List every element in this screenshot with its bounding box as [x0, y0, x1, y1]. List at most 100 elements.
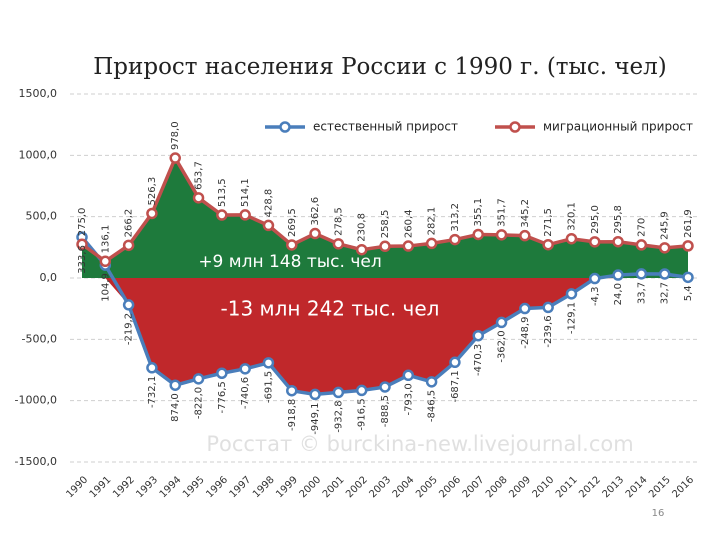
- data-label: 653,7: [194, 161, 205, 190]
- point: [309, 388, 321, 401]
- point: [449, 356, 461, 369]
- data-label: 978,0: [170, 121, 181, 150]
- point: [402, 240, 415, 252]
- data-label: 513,5: [217, 178, 228, 207]
- y-tick-label: -1500,0: [15, 455, 57, 468]
- data-label: -793,0: [403, 383, 414, 415]
- data-label: 5,4: [683, 285, 694, 301]
- data-label: 295,8: [613, 205, 624, 234]
- point: [589, 236, 601, 248]
- point: [379, 381, 391, 393]
- data-label: -846,5: [427, 390, 438, 422]
- data-label: 261,9: [683, 209, 694, 238]
- data-label: -918,8: [287, 399, 298, 431]
- point: [286, 239, 298, 251]
- x-tick-label: 2005: [414, 474, 440, 500]
- data-label: 230,8: [357, 213, 368, 242]
- x-tick-label: 1995: [181, 474, 207, 500]
- x-tick-label: 1990: [64, 474, 90, 500]
- data-label: 278,5: [333, 207, 344, 236]
- point: [216, 367, 228, 380]
- point: [122, 239, 135, 252]
- data-label: -776,5: [217, 381, 228, 413]
- y-tick-label: -1000,0: [15, 394, 57, 407]
- point: [216, 209, 228, 221]
- data-label: 351,7: [497, 198, 508, 227]
- point: [495, 229, 508, 241]
- point: [472, 228, 484, 241]
- point: [355, 384, 368, 397]
- x-tick-label: 2010: [531, 474, 557, 500]
- point: [519, 229, 531, 242]
- data-label: 266,2: [124, 209, 135, 238]
- point: [122, 299, 135, 311]
- point: [565, 288, 578, 300]
- point: [658, 268, 671, 280]
- data-label: 313,2: [450, 203, 461, 232]
- point: [239, 209, 251, 221]
- data-label: -888,5: [380, 395, 391, 427]
- point: [262, 357, 275, 369]
- x-tick-label: 2013: [601, 474, 627, 500]
- data-label: 275,0: [77, 208, 88, 237]
- point: [589, 272, 601, 285]
- point: [495, 316, 508, 329]
- x-tick-label: 2004: [391, 474, 417, 500]
- x-tick-label: 2008: [484, 474, 510, 500]
- data-label: 874,0: [170, 393, 181, 422]
- chart-title: Прирост населения России с 1990 г. (тыс.…: [93, 54, 667, 80]
- point: [169, 379, 181, 391]
- data-label: -470,3: [473, 344, 484, 376]
- data-label: 24,0: [613, 283, 624, 305]
- watermark: Росстат © burckina-new.livejournal.com: [206, 432, 633, 456]
- data-label: 32,7: [660, 282, 671, 304]
- legend-label: естественный прирост: [313, 120, 458, 134]
- point: [146, 362, 158, 374]
- data-label: 282,1: [427, 207, 438, 236]
- x-tick-label: 2009: [507, 474, 533, 500]
- y-tick-label: 500,0: [26, 210, 58, 223]
- data-label: 33,7: [636, 282, 647, 304]
- x-tick-label: 2011: [554, 474, 580, 500]
- data-label: -248,9: [520, 317, 531, 349]
- x-tick-label: 2014: [624, 474, 650, 500]
- data-label: 295,0: [590, 205, 601, 234]
- point: [309, 227, 321, 240]
- point: [519, 302, 531, 315]
- data-label: 320,1: [566, 202, 577, 231]
- data-label: 333,6: [77, 245, 88, 274]
- data-label: -129,1: [566, 302, 577, 334]
- data-label: -916,5: [357, 398, 368, 430]
- data-label: 245,9: [660, 211, 671, 240]
- data-label: -932,8: [333, 400, 344, 432]
- data-label: 270: [636, 218, 647, 237]
- data-label: -732,1: [147, 376, 158, 408]
- data-label: 428,8: [263, 189, 274, 218]
- point: [612, 235, 624, 248]
- point: [682, 240, 694, 252]
- data-label: 514,1: [240, 178, 251, 207]
- point: [192, 192, 205, 204]
- point: [262, 219, 275, 232]
- point: [332, 238, 345, 250]
- x-tick-label: 2012: [577, 474, 603, 500]
- point: [425, 237, 438, 250]
- point: [192, 373, 205, 385]
- point: [658, 242, 671, 254]
- data-label: 260,4: [403, 209, 414, 238]
- point: [379, 240, 391, 253]
- point: [146, 207, 158, 220]
- point: [402, 369, 415, 382]
- point: [76, 238, 88, 251]
- data-label: -219,2: [124, 313, 135, 345]
- legend-marker: [279, 121, 291, 133]
- x-tick-label: 1994: [158, 474, 184, 500]
- data-label: -362,0: [497, 330, 508, 362]
- data-label: 355,1: [473, 198, 484, 227]
- point: [635, 239, 648, 251]
- legend-marker: [509, 121, 521, 133]
- point: [472, 329, 484, 342]
- area-fill: [82, 158, 688, 278]
- legend-label: миграционный прирост: [543, 120, 693, 134]
- point: [355, 243, 368, 256]
